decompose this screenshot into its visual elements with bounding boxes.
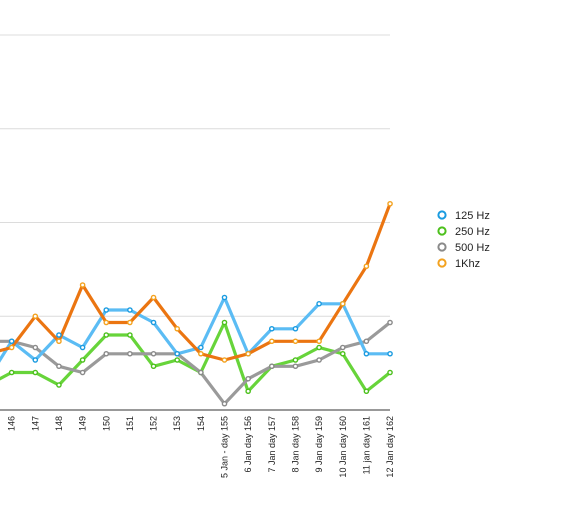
- x-tick-label-147: 147: [30, 416, 40, 431]
- data-point-1khz-15: [339, 300, 346, 307]
- data-point-1khz-9: [198, 350, 204, 357]
- x-tick-label-6-jan-day-156: 6 Jan day 156: [243, 416, 253, 473]
- x-tick-label-7-jan-day-157: 7 Jan day 157: [267, 416, 277, 473]
- data-point-125-hz-16: [363, 350, 370, 357]
- x-tick-label-9-jan-day-159: 9 Jan day 159: [314, 416, 324, 473]
- data-point-1khz-10: [221, 357, 228, 363]
- data-point-250-hz-11: [245, 388, 251, 395]
- x-tick-label-148: 148: [54, 416, 64, 431]
- x-tick-label-10-jan-day-160: 10 Jan day 160: [338, 416, 348, 478]
- data-point-125-hz-1: [8, 338, 15, 345]
- data-point-500-hz-7: [150, 350, 157, 357]
- gridlines: [0, 34, 390, 317]
- data-point-250-hz-16: [363, 388, 370, 395]
- x-tick-label-153: 153: [172, 416, 182, 431]
- data-point-500-hz-10: [221, 400, 228, 407]
- series-lines: [0, 202, 392, 406]
- data-point-250-hz-10: [221, 319, 228, 326]
- data-point-1khz-17: [387, 200, 393, 207]
- legend-label-1khz: 1Khz: [455, 258, 480, 270]
- data-point-125-hz-14: [316, 300, 322, 307]
- data-point-125-hz-13: [292, 325, 299, 332]
- data-point-125-hz-10: [221, 294, 228, 301]
- data-point-1khz-13: [292, 338, 299, 345]
- data-point-500-hz-2: [32, 344, 39, 351]
- data-point-500-hz-3: [56, 363, 62, 370]
- data-point-1khz-16: [363, 263, 370, 270]
- data-point-250-hz-17: [387, 369, 393, 376]
- data-point-125-hz-3: [56, 332, 62, 338]
- data-point-125-hz-12: [268, 325, 275, 332]
- data-point-1khz-1: [8, 344, 15, 351]
- data-point-1khz-12: [268, 338, 275, 345]
- data-point-500-hz-12: [268, 363, 275, 370]
- x-tick-label-152: 152: [149, 416, 159, 431]
- data-point-250-hz-8: [174, 357, 180, 363]
- data-point-125-hz-6: [127, 307, 133, 313]
- data-point-250-hz-5: [103, 332, 110, 338]
- data-point-250-hz-4: [79, 357, 86, 363]
- data-point-250-hz-7: [150, 363, 157, 370]
- data-point-250-hz-2: [32, 369, 39, 376]
- data-point-250-hz-13: [292, 357, 299, 363]
- data-point-1khz-4: [79, 282, 86, 288]
- x-tick-label-154: 154: [196, 416, 206, 431]
- data-point-500-hz-5: [103, 350, 110, 357]
- legend-label-500-hz: 500 Hz: [455, 242, 490, 254]
- data-point-125-hz-7: [150, 319, 157, 326]
- data-point-500-hz-11: [245, 375, 251, 382]
- data-point-125-hz-5: [103, 307, 110, 313]
- data-point-250-hz-3: [56, 382, 62, 388]
- data-point-1khz-11: [245, 350, 251, 357]
- data-point-125-hz-8: [174, 350, 180, 357]
- x-tick-label-146: 146: [7, 416, 17, 431]
- data-point-125-hz-17: [387, 350, 393, 357]
- data-point-500-hz-6: [127, 350, 133, 357]
- data-point-250-hz-14: [316, 344, 322, 351]
- data-point-500-hz-9: [198, 369, 204, 376]
- legend-marker-1khz: [437, 258, 447, 268]
- data-point-500-hz-15: [339, 344, 346, 351]
- data-point-250-hz-15: [339, 350, 346, 357]
- data-point-500-hz-16: [363, 338, 370, 345]
- data-point-1khz-8: [174, 325, 180, 332]
- data-point-1khz-14: [316, 338, 322, 345]
- x-tick-labels: 146 147 148 149 150 151 152 153 154 5 Jan - day 1…: [7, 416, 395, 478]
- data-point-500-hz-14: [316, 357, 322, 363]
- data-point-1khz-2: [32, 313, 39, 320]
- series-line-500-hz: [0, 320, 392, 406]
- x-tick-label-8-jan-day-158: 8 Jan day 158: [290, 416, 300, 473]
- data-point-250-hz-6: [127, 332, 133, 338]
- data-point-1khz-5: [103, 319, 110, 326]
- data-point-500-hz-17: [387, 319, 393, 326]
- x-tick-label-149: 149: [78, 416, 88, 431]
- legend: 125 Hz 250 Hz 500 Hz 1Khz: [437, 210, 490, 270]
- data-point-1khz-7: [150, 294, 157, 301]
- series-line-1khz: [0, 202, 392, 362]
- data-point-1khz-6: [127, 319, 133, 326]
- data-point-500-hz-13: [292, 363, 299, 370]
- legend-marker-125-hz: [437, 210, 447, 220]
- x-tick-label-150: 150: [101, 416, 111, 431]
- data-point-250-hz-1: [8, 369, 15, 376]
- series-markers: [8, 200, 393, 407]
- legend-marker-500-hz: [437, 242, 447, 252]
- legend-label-250-hz: 250 Hz: [455, 226, 490, 238]
- x-tick-label-12-jan-day-162: 12 Jan day 162: [385, 416, 395, 478]
- x-tick-label-151: 151: [125, 416, 135, 431]
- data-point-125-hz-9: [198, 344, 204, 351]
- series-line-250-hz: [0, 320, 392, 393]
- data-point-125-hz-4: [79, 344, 86, 351]
- x-tick-label-5-jan-day-155: 5 Jan - day 155: [220, 416, 230, 478]
- legend-label-125-hz: 125 Hz: [455, 210, 490, 222]
- x-tick-label-11-jan-day-161: 11 jan day 161: [361, 416, 371, 474]
- data-point-125-hz-2: [32, 357, 39, 363]
- legend-marker-250-hz: [437, 226, 447, 236]
- data-point-500-hz-4: [79, 369, 86, 376]
- data-point-1khz-3: [56, 338, 62, 345]
